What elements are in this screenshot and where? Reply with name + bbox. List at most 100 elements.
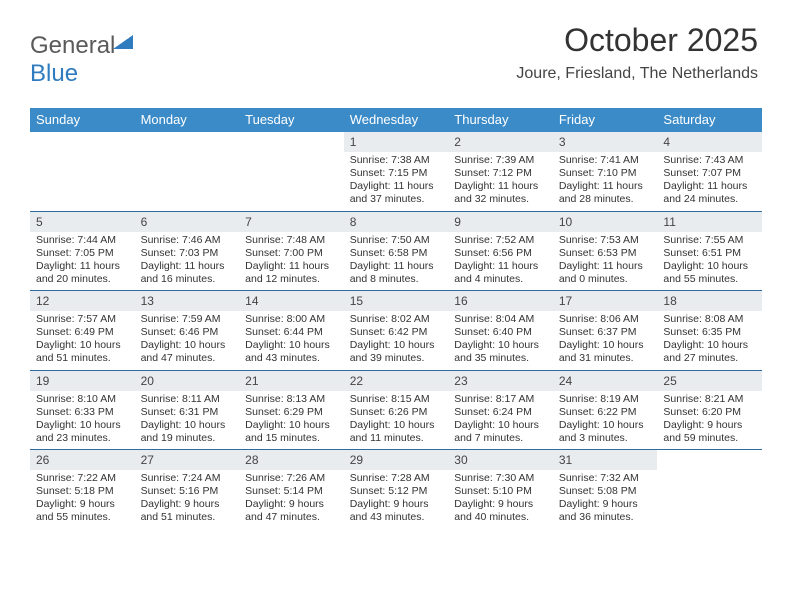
daylight-text: Daylight: 10 hours and 43 minutes. xyxy=(245,339,338,365)
title-block: October 2025 Joure, Friesland, The Nethe… xyxy=(516,22,758,83)
day-details: Sunrise: 7:55 AMSunset: 6:51 PMDaylight:… xyxy=(657,232,762,291)
daylight-text: Daylight: 11 hours and 20 minutes. xyxy=(36,260,129,286)
sunrise-text: Sunrise: 8:06 AM xyxy=(559,313,652,326)
daylight-text: Daylight: 11 hours and 4 minutes. xyxy=(454,260,547,286)
day-details: Sunrise: 7:28 AMSunset: 5:12 PMDaylight:… xyxy=(344,470,449,529)
sunrise-text: Sunrise: 7:22 AM xyxy=(36,472,129,485)
day-details: Sunrise: 8:04 AMSunset: 6:40 PMDaylight:… xyxy=(448,311,553,370)
day-cell xyxy=(657,450,762,529)
week-row: 26Sunrise: 7:22 AMSunset: 5:18 PMDayligh… xyxy=(30,449,762,529)
sunrise-text: Sunrise: 7:26 AM xyxy=(245,472,338,485)
day-cell: 17Sunrise: 8:06 AMSunset: 6:37 PMDayligh… xyxy=(553,291,658,370)
day-cell: 1Sunrise: 7:38 AMSunset: 7:15 PMDaylight… xyxy=(344,132,449,211)
day-cell: 9Sunrise: 7:52 AMSunset: 6:56 PMDaylight… xyxy=(448,212,553,291)
sunset-text: Sunset: 5:14 PM xyxy=(245,485,338,498)
day-cell: 2Sunrise: 7:39 AMSunset: 7:12 PMDaylight… xyxy=(448,132,553,211)
day-details: Sunrise: 7:52 AMSunset: 6:56 PMDaylight:… xyxy=(448,232,553,291)
day-details: Sunrise: 8:08 AMSunset: 6:35 PMDaylight:… xyxy=(657,311,762,370)
day-cell: 22Sunrise: 8:15 AMSunset: 6:26 PMDayligh… xyxy=(344,371,449,450)
header-sunday: Sunday xyxy=(30,108,135,132)
day-cell: 7Sunrise: 7:48 AMSunset: 7:00 PMDaylight… xyxy=(239,212,344,291)
daylight-text: Daylight: 11 hours and 12 minutes. xyxy=(245,260,338,286)
week-row: 1Sunrise: 7:38 AMSunset: 7:15 PMDaylight… xyxy=(30,132,762,211)
sunset-text: Sunset: 6:24 PM xyxy=(454,406,547,419)
day-number: 22 xyxy=(344,371,449,391)
daylight-text: Daylight: 11 hours and 28 minutes. xyxy=(559,180,652,206)
day-number: 23 xyxy=(448,371,553,391)
day-number: 16 xyxy=(448,291,553,311)
day-number: 5 xyxy=(30,212,135,232)
daylight-text: Daylight: 9 hours and 55 minutes. xyxy=(36,498,129,524)
day-number: 1 xyxy=(344,132,449,152)
sunset-text: Sunset: 6:26 PM xyxy=(350,406,443,419)
week-row: 12Sunrise: 7:57 AMSunset: 6:49 PMDayligh… xyxy=(30,290,762,370)
daylight-text: Daylight: 9 hours and 36 minutes. xyxy=(559,498,652,524)
day-number: 4 xyxy=(657,132,762,152)
sunset-text: Sunset: 5:18 PM xyxy=(36,485,129,498)
sunrise-text: Sunrise: 8:21 AM xyxy=(663,393,756,406)
day-details: Sunrise: 7:22 AMSunset: 5:18 PMDaylight:… xyxy=(30,470,135,529)
sunset-text: Sunset: 6:37 PM xyxy=(559,326,652,339)
day-cell: 4Sunrise: 7:43 AMSunset: 7:07 PMDaylight… xyxy=(657,132,762,211)
sunset-text: Sunset: 6:35 PM xyxy=(663,326,756,339)
day-number: 12 xyxy=(30,291,135,311)
sunset-text: Sunset: 5:08 PM xyxy=(559,485,652,498)
sunset-text: Sunset: 6:51 PM xyxy=(663,247,756,260)
logo: General Blue xyxy=(30,32,135,88)
sunset-text: Sunset: 6:46 PM xyxy=(141,326,234,339)
sunrise-text: Sunrise: 7:43 AM xyxy=(663,154,756,167)
daylight-text: Daylight: 10 hours and 7 minutes. xyxy=(454,419,547,445)
sunrise-text: Sunrise: 7:30 AM xyxy=(454,472,547,485)
day-cell: 19Sunrise: 8:10 AMSunset: 6:33 PMDayligh… xyxy=(30,371,135,450)
day-details: Sunrise: 8:21 AMSunset: 6:20 PMDaylight:… xyxy=(657,391,762,450)
sunrise-text: Sunrise: 7:53 AM xyxy=(559,234,652,247)
day-details: Sunrise: 8:10 AMSunset: 6:33 PMDaylight:… xyxy=(30,391,135,450)
header-tuesday: Tuesday xyxy=(239,108,344,132)
sunset-text: Sunset: 6:44 PM xyxy=(245,326,338,339)
day-number: 15 xyxy=(344,291,449,311)
daylight-text: Daylight: 10 hours and 47 minutes. xyxy=(141,339,234,365)
sunrise-text: Sunrise: 7:52 AM xyxy=(454,234,547,247)
sunset-text: Sunset: 6:29 PM xyxy=(245,406,338,419)
day-details: Sunrise: 7:26 AMSunset: 5:14 PMDaylight:… xyxy=(239,470,344,529)
day-number: 8 xyxy=(344,212,449,232)
day-cell: 21Sunrise: 8:13 AMSunset: 6:29 PMDayligh… xyxy=(239,371,344,450)
sunset-text: Sunset: 6:20 PM xyxy=(663,406,756,419)
sunrise-text: Sunrise: 8:00 AM xyxy=(245,313,338,326)
daylight-text: Daylight: 11 hours and 16 minutes. xyxy=(141,260,234,286)
day-details: Sunrise: 7:44 AMSunset: 7:05 PMDaylight:… xyxy=(30,232,135,291)
day-cell: 28Sunrise: 7:26 AMSunset: 5:14 PMDayligh… xyxy=(239,450,344,529)
day-number: 20 xyxy=(135,371,240,391)
sunrise-text: Sunrise: 7:39 AM xyxy=(454,154,547,167)
day-details: Sunrise: 7:24 AMSunset: 5:16 PMDaylight:… xyxy=(135,470,240,529)
sunset-text: Sunset: 6:42 PM xyxy=(350,326,443,339)
daylight-text: Daylight: 11 hours and 37 minutes. xyxy=(350,180,443,206)
daylight-text: Daylight: 9 hours and 47 minutes. xyxy=(245,498,338,524)
daylight-text: Daylight: 10 hours and 39 minutes. xyxy=(350,339,443,365)
day-cell: 23Sunrise: 8:17 AMSunset: 6:24 PMDayligh… xyxy=(448,371,553,450)
sunset-text: Sunset: 5:12 PM xyxy=(350,485,443,498)
sunrise-text: Sunrise: 7:41 AM xyxy=(559,154,652,167)
header-wednesday: Wednesday xyxy=(344,108,449,132)
calendar-grid: Sunday Monday Tuesday Wednesday Thursday… xyxy=(30,108,762,529)
sunset-text: Sunset: 6:22 PM xyxy=(559,406,652,419)
sunrise-text: Sunrise: 7:59 AM xyxy=(141,313,234,326)
sunset-text: Sunset: 7:05 PM xyxy=(36,247,129,260)
daylight-text: Daylight: 11 hours and 32 minutes. xyxy=(454,180,547,206)
day-number: 2 xyxy=(448,132,553,152)
weekday-header-row: Sunday Monday Tuesday Wednesday Thursday… xyxy=(30,108,762,132)
day-number: 24 xyxy=(553,371,658,391)
day-details: Sunrise: 7:59 AMSunset: 6:46 PMDaylight:… xyxy=(135,311,240,370)
sunrise-text: Sunrise: 7:32 AM xyxy=(559,472,652,485)
day-cell: 12Sunrise: 7:57 AMSunset: 6:49 PMDayligh… xyxy=(30,291,135,370)
daylight-text: Daylight: 11 hours and 0 minutes. xyxy=(559,260,652,286)
header-friday: Friday xyxy=(553,108,658,132)
sunrise-text: Sunrise: 8:10 AM xyxy=(36,393,129,406)
logo-text-blue: Blue xyxy=(30,60,78,87)
day-details: Sunrise: 7:48 AMSunset: 7:00 PMDaylight:… xyxy=(239,232,344,291)
logo-text-gray: General xyxy=(30,32,115,59)
sunset-text: Sunset: 6:56 PM xyxy=(454,247,547,260)
header-saturday: Saturday xyxy=(657,108,762,132)
sunset-text: Sunset: 7:10 PM xyxy=(559,167,652,180)
day-cell xyxy=(30,132,135,211)
